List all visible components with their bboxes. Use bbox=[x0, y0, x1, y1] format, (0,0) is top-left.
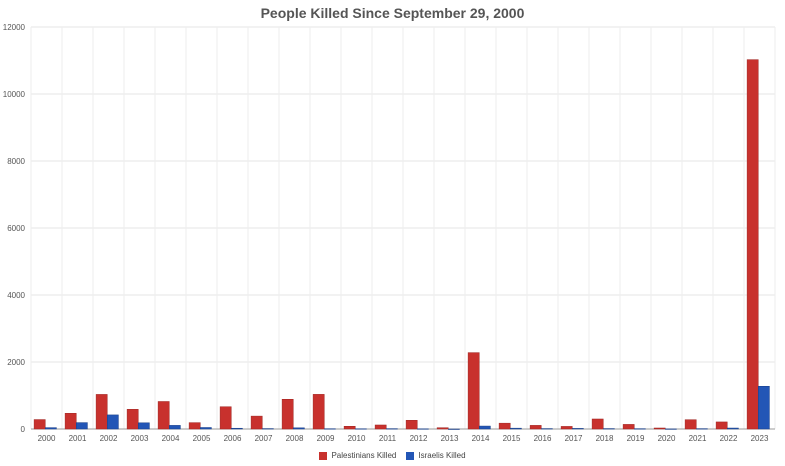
legend-swatch-palestinians bbox=[319, 451, 328, 460]
bar-israelis-killed[interactable] bbox=[572, 428, 584, 430]
bar-palestinians-killed[interactable] bbox=[157, 401, 170, 430]
y-tick-label: 6000 bbox=[7, 224, 25, 233]
bar-palestinians-killed[interactable] bbox=[374, 424, 387, 430]
chart-legend: Palestinians Killed Israelis Killed bbox=[0, 451, 785, 460]
x-tick-label: 2005 bbox=[193, 434, 211, 443]
x-tick-label: 2014 bbox=[472, 434, 490, 443]
bar-israelis-killed[interactable] bbox=[200, 427, 212, 430]
bar-israelis-killed[interactable] bbox=[448, 428, 460, 430]
x-tick-label: 2006 bbox=[224, 434, 242, 443]
x-tick-label: 2010 bbox=[348, 434, 366, 443]
x-tick-label: 2004 bbox=[162, 434, 180, 443]
bar-palestinians-killed[interactable] bbox=[498, 422, 511, 430]
bar-israelis-killed[interactable] bbox=[541, 428, 553, 430]
bar-palestinians-killed[interactable] bbox=[746, 59, 759, 430]
bar-israelis-killed[interactable] bbox=[355, 428, 367, 430]
x-tick-label: 2007 bbox=[255, 434, 273, 443]
bar-israelis-killed[interactable] bbox=[262, 428, 274, 430]
bar-palestinians-killed[interactable] bbox=[126, 409, 139, 430]
bar-israelis-killed[interactable] bbox=[107, 414, 119, 430]
x-tick-label: 2000 bbox=[38, 434, 56, 443]
x-tick-label: 2008 bbox=[286, 434, 304, 443]
bar-palestinians-killed[interactable] bbox=[219, 406, 232, 430]
x-tick-label: 2009 bbox=[317, 434, 335, 443]
y-tick-label: 0 bbox=[21, 425, 26, 434]
x-tick-label: 2022 bbox=[720, 434, 738, 443]
x-tick-label: 2011 bbox=[379, 434, 397, 443]
legend-swatch-israelis bbox=[406, 451, 415, 460]
bar-palestinians-killed[interactable] bbox=[405, 420, 418, 430]
x-tick-label: 2017 bbox=[565, 434, 583, 443]
y-tick-label: 12000 bbox=[3, 23, 26, 32]
bar-palestinians-killed[interactable] bbox=[529, 425, 542, 430]
bar-palestinians-killed[interactable] bbox=[250, 415, 263, 430]
x-tick-label: 2002 bbox=[100, 434, 118, 443]
bar-israelis-killed[interactable] bbox=[510, 427, 522, 430]
bar-israelis-killed[interactable] bbox=[758, 386, 770, 430]
bar-palestinians-killed[interactable] bbox=[312, 394, 325, 430]
y-tick-label: 2000 bbox=[7, 358, 25, 367]
bar-palestinians-killed[interactable] bbox=[64, 413, 77, 430]
x-tick-label: 2016 bbox=[534, 434, 552, 443]
y-tick-label: 8000 bbox=[7, 157, 25, 166]
bar-israelis-killed[interactable] bbox=[479, 425, 491, 430]
bar-palestinians-killed[interactable] bbox=[95, 394, 108, 430]
x-tick-label: 2019 bbox=[627, 434, 645, 443]
x-tick-label: 2003 bbox=[131, 434, 149, 443]
bar-israelis-killed[interactable] bbox=[293, 427, 305, 430]
x-tick-label: 2013 bbox=[441, 434, 459, 443]
bar-israelis-killed[interactable] bbox=[231, 427, 243, 430]
bar-israelis-killed[interactable] bbox=[417, 428, 429, 430]
bar-israelis-killed[interactable] bbox=[603, 428, 615, 430]
x-tick-label: 2001 bbox=[69, 434, 87, 443]
bar-palestinians-killed[interactable] bbox=[188, 422, 201, 430]
legend-item-palestinians[interactable]: Palestinians Killed bbox=[319, 451, 396, 460]
x-tick-label: 2015 bbox=[503, 434, 521, 443]
bar-israelis-killed[interactable] bbox=[138, 422, 150, 430]
bar-israelis-killed[interactable] bbox=[324, 428, 336, 430]
bar-palestinians-killed[interactable] bbox=[715, 421, 728, 430]
bar-israelis-killed[interactable] bbox=[696, 428, 708, 430]
bar-palestinians-killed[interactable] bbox=[684, 419, 697, 430]
bar-israelis-killed[interactable] bbox=[727, 427, 739, 430]
x-tick-label: 2023 bbox=[751, 434, 769, 443]
legend-label-israelis: Israelis Killed bbox=[418, 451, 466, 460]
bar-palestinians-killed[interactable] bbox=[560, 426, 573, 430]
bar-palestinians-killed[interactable] bbox=[591, 418, 604, 430]
bar-palestinians-killed[interactable] bbox=[622, 424, 635, 430]
bar-israelis-killed[interactable] bbox=[45, 427, 57, 430]
x-tick-label: 2020 bbox=[658, 434, 676, 443]
x-tick-label: 2012 bbox=[410, 434, 428, 443]
bar-israelis-killed[interactable] bbox=[665, 428, 677, 430]
y-tick-label: 4000 bbox=[7, 291, 25, 300]
bar-palestinians-killed[interactable] bbox=[343, 426, 356, 430]
bar-israelis-killed[interactable] bbox=[386, 428, 398, 430]
bar-israelis-killed[interactable] bbox=[169, 425, 181, 430]
chart-title: People Killed Since September 29, 2000 bbox=[260, 5, 525, 21]
bar-israelis-killed[interactable] bbox=[76, 422, 88, 430]
bar-palestinians-killed[interactable] bbox=[281, 399, 294, 430]
y-tick-label: 10000 bbox=[3, 90, 26, 99]
bar-palestinians-killed[interactable] bbox=[653, 427, 666, 430]
legend-item-israelis[interactable]: Israelis Killed bbox=[406, 451, 466, 460]
bar-palestinians-killed[interactable] bbox=[467, 352, 480, 430]
bar-palestinians-killed[interactable] bbox=[436, 427, 449, 430]
x-tick-label: 2021 bbox=[689, 434, 707, 443]
legend-label-palestinians: Palestinians Killed bbox=[331, 451, 397, 460]
x-tick-label: 2018 bbox=[596, 434, 614, 443]
bar-palestinians-killed[interactable] bbox=[33, 419, 46, 430]
bar-israelis-killed[interactable] bbox=[634, 428, 646, 430]
